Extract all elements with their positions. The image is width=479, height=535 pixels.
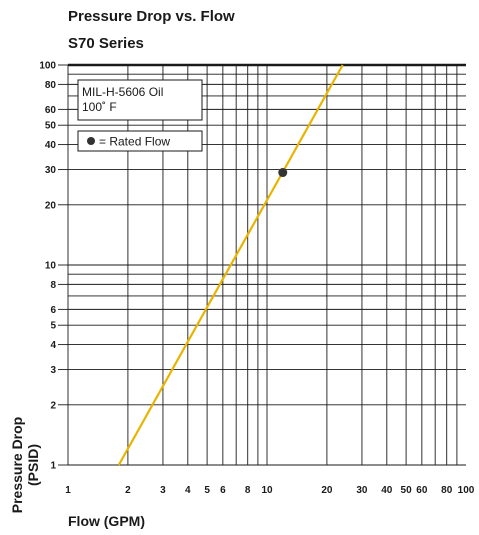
y-tick-label: 5 [50, 321, 56, 332]
x-axis-label: Flow (GPM) [68, 513, 145, 529]
y-tick-label: 40 [45, 140, 57, 151]
y-tick-label: 100 [39, 61, 56, 72]
fluid-legend-line2: 100˚ F [82, 100, 117, 114]
x-tick-label: 20 [321, 485, 333, 496]
x-tick-label: 1 [65, 485, 71, 496]
x-tick-label: 6 [220, 485, 226, 496]
y-tick-label: 30 [45, 165, 57, 176]
y-tick-label: 80 [45, 80, 57, 91]
y-tick-label: 2 [50, 400, 56, 411]
x-tick-label: 100 [458, 485, 475, 496]
y-tick-label: 50 [45, 121, 57, 132]
rated-flow-legend-label: = Rated Flow [99, 135, 170, 149]
x-tick-label: 30 [356, 485, 368, 496]
x-tick-label: 80 [441, 485, 453, 496]
y-tick-label: 1 [50, 461, 56, 472]
x-tick-label: 8 [245, 485, 251, 496]
y-tick-label: 10 [45, 261, 57, 272]
y-tick-label: 6 [50, 305, 56, 316]
rated-flow-point [278, 168, 287, 177]
y-tick-label: 8 [50, 280, 56, 291]
y-tick-label: 3 [50, 365, 56, 376]
x-tick-label: 4 [185, 485, 191, 496]
x-tick-label: 10 [261, 485, 273, 496]
x-tick-label: 5 [204, 485, 210, 496]
fluid-legend-line1: MIL-H-5606 Oil [82, 85, 163, 99]
x-tick-label: 50 [401, 485, 413, 496]
x-tick-label: 60 [416, 485, 428, 496]
y-tick-label: 20 [45, 200, 57, 211]
y-axis-label: Pressure Drop (PSID) [9, 395, 41, 535]
rated-flow-legend-dot [87, 137, 95, 145]
x-tick-label: 2 [125, 485, 131, 496]
x-tick-label: 40 [381, 485, 393, 496]
y-tick-label: 4 [50, 340, 56, 351]
x-tick-label: 3 [160, 485, 166, 496]
y-tick-label: 60 [45, 105, 57, 116]
